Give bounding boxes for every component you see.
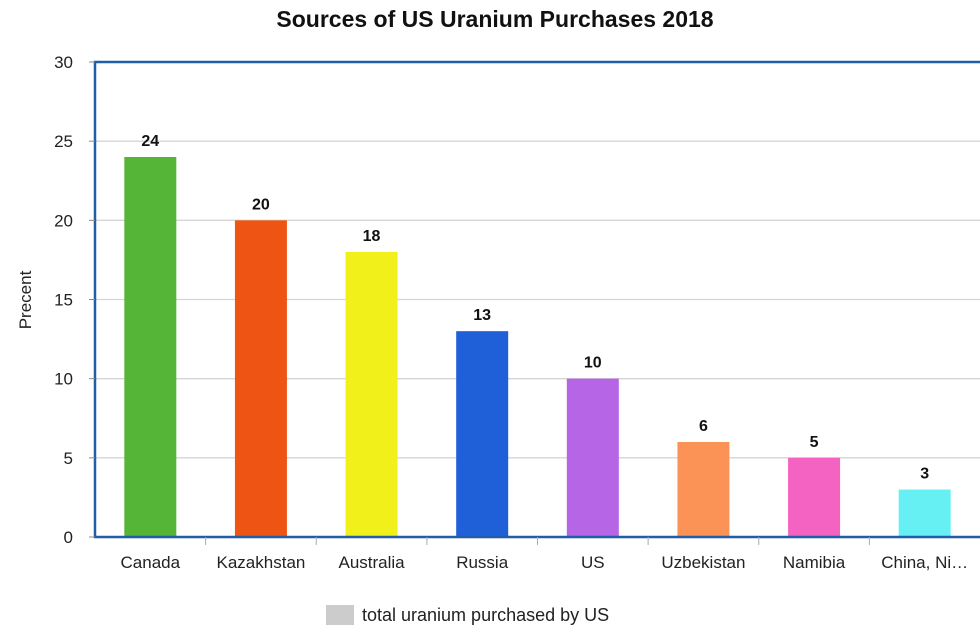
bar	[566, 378, 619, 537]
x-tick-label: Uzbekistan	[661, 553, 745, 572]
data-labels: 24 20 18 13 10 6 5 3	[141, 133, 929, 483]
y-tick-label: 5	[64, 449, 73, 468]
data-label: 5	[810, 434, 819, 451]
x-axis-categories: Canada Kazakhstan Australia Russia US Uzbekis…	[121, 537, 968, 572]
y-axis-title: Precent	[16, 270, 35, 329]
x-tick-label: Namibia	[783, 553, 846, 572]
y-tick-label: 10	[54, 370, 73, 389]
chart-title: Sources of US Uranium Purchases 2018	[276, 6, 714, 32]
x-tick-label: US	[581, 553, 605, 572]
x-tick-label: Kazakhstan	[217, 553, 306, 572]
y-tick-label: 25	[54, 132, 73, 151]
gridlines	[95, 140, 980, 459]
y-tick-label: 15	[54, 291, 73, 310]
y-tick-label: 30	[54, 53, 73, 72]
bar	[234, 220, 287, 538]
bar	[677, 442, 730, 537]
data-label: 3	[920, 466, 929, 483]
data-label: 6	[699, 418, 708, 435]
data-label: 20	[252, 196, 270, 213]
x-tick-label: China, Ni…	[881, 553, 968, 572]
y-axis-ticks: 0 5 10 15 20 25 30	[54, 53, 95, 547]
bar	[124, 157, 177, 537]
data-label: 13	[473, 307, 491, 324]
y-tick-label: 0	[64, 528, 73, 547]
bar	[456, 331, 509, 537]
legend-label: total uranium purchased by US	[362, 604, 610, 625]
data-label: 18	[363, 228, 381, 245]
x-tick-label: Australia	[338, 553, 405, 572]
data-label: 10	[584, 355, 602, 372]
data-label: 24	[141, 133, 159, 150]
legend: total uranium purchased by US	[326, 603, 609, 627]
bar	[345, 252, 398, 537]
bar	[898, 489, 951, 537]
bar	[788, 457, 841, 537]
x-tick-label: Canada	[121, 553, 181, 572]
y-tick-label: 20	[54, 211, 73, 230]
bars	[124, 157, 951, 538]
legend-swatch	[326, 605, 354, 625]
x-tick-label: Russia	[456, 553, 509, 572]
